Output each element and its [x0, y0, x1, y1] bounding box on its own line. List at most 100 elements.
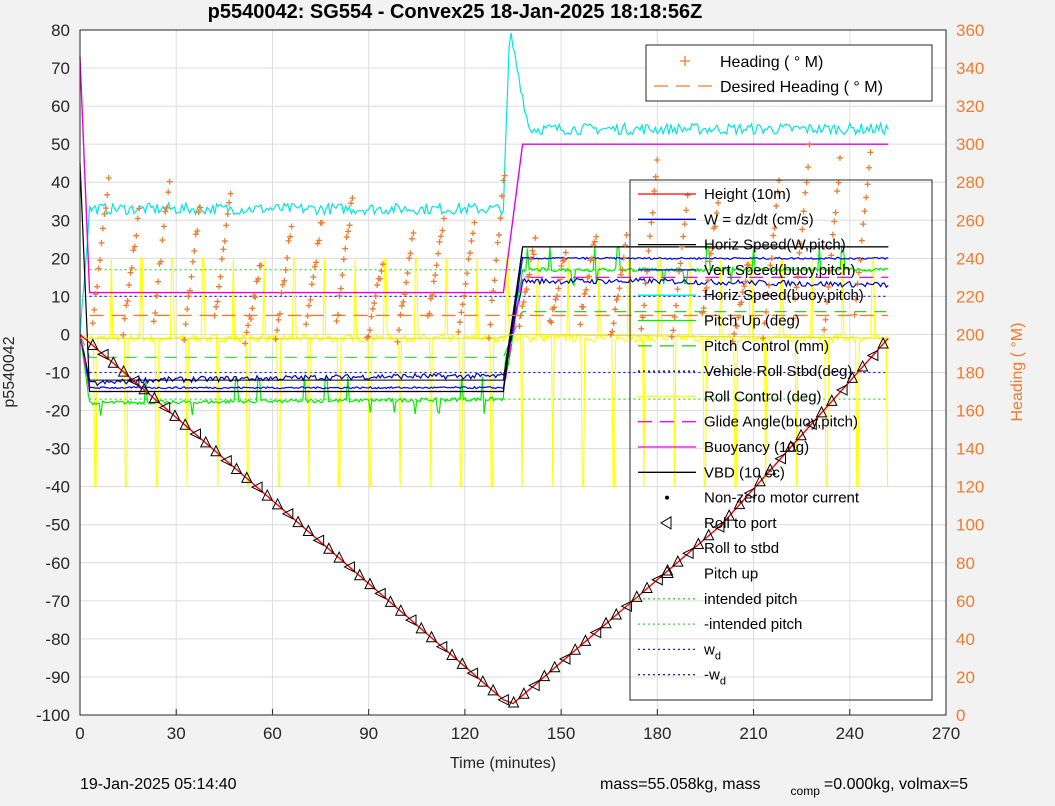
heading-marker	[245, 322, 252, 329]
roll-marker	[733, 497, 746, 510]
legend-label: Horiz Speed(buoy,pitch)	[704, 287, 864, 304]
heading-marker	[616, 285, 623, 292]
heading-marker	[770, 232, 777, 239]
heading-marker	[851, 311, 858, 318]
roll-marker	[610, 607, 623, 620]
heading-marker	[651, 188, 658, 195]
heading-marker	[249, 305, 256, 312]
heading-marker	[864, 181, 871, 188]
roll-marker	[435, 640, 448, 653]
roll-marker	[353, 568, 366, 581]
heading-marker	[379, 261, 386, 268]
series-vbd	[79, 163, 889, 393]
heading-marker	[152, 309, 159, 316]
heading-marker	[591, 238, 598, 245]
heading-marker	[729, 338, 736, 345]
roll-marker	[220, 454, 232, 467]
heading-marker	[403, 279, 410, 286]
roll-marker	[600, 616, 612, 629]
heading-marker	[805, 164, 812, 171]
roll-marker	[394, 604, 407, 616]
roll-marker	[466, 667, 479, 680]
heading-marker	[609, 328, 616, 335]
heading-marker	[165, 189, 172, 196]
heading-marker	[105, 175, 112, 182]
y-tick-label: -10	[45, 364, 70, 383]
series-pitch-control	[79, 311, 889, 358]
heading-marker	[485, 335, 492, 342]
heading-marker	[285, 237, 292, 244]
heading-marker	[552, 296, 559, 303]
heading-marker	[612, 306, 619, 313]
y-tick-label: 20	[51, 249, 70, 268]
heading-marker	[738, 299, 745, 306]
y-tick-label: 60	[51, 97, 70, 116]
roll-marker	[835, 384, 848, 396]
heading-marker	[825, 284, 832, 291]
series-horiz-speed-buoy	[79, 32, 889, 338]
heading-legend-box	[645, 44, 933, 102]
series-buoyancy	[79, 56, 889, 294]
roll-marker	[158, 401, 171, 414]
heading-marker	[562, 249, 569, 256]
heading-marker	[284, 255, 291, 262]
heading-marker	[247, 315, 254, 322]
heading-marker	[588, 255, 595, 262]
heading-legend: Heading ( ° M) Desired Heading ( ° M)	[645, 44, 933, 102]
heading-marker	[516, 323, 523, 330]
heading-marker	[398, 302, 405, 309]
footer-mass-sub: comp	[791, 784, 821, 798]
roll-marker	[754, 474, 766, 487]
heading-marker	[98, 239, 105, 246]
heading-marker	[645, 248, 652, 255]
roll-marker	[743, 487, 756, 499]
heading-marker	[282, 266, 289, 273]
heading-marker	[615, 293, 622, 300]
heading-marker	[127, 269, 134, 276]
heading-marker	[580, 303, 587, 310]
heading-marker	[220, 246, 227, 253]
legend-label: Pitch Control (mm)	[704, 338, 829, 355]
roll-marker	[87, 338, 99, 351]
heading-marker	[278, 290, 285, 297]
heading-marker	[638, 325, 645, 332]
heading-marker	[195, 209, 202, 216]
heading-marker	[500, 177, 507, 184]
heading-marker	[681, 221, 688, 228]
heading-marker	[318, 219, 325, 226]
roll-marker	[117, 364, 130, 377]
y-right-tick-label: 180	[956, 364, 984, 383]
heading-marker	[166, 178, 173, 185]
heading-marker	[670, 327, 677, 334]
heading-marker	[674, 286, 681, 293]
heading-marker	[187, 287, 194, 294]
heading-marker	[455, 328, 462, 335]
heading-marker	[745, 262, 752, 269]
heading-marker	[155, 278, 162, 285]
heading-marker	[713, 210, 720, 217]
x-tick-label: 150	[547, 724, 575, 743]
heading-marker	[124, 297, 131, 304]
roll-marker	[651, 573, 663, 586]
heading-marker	[97, 257, 104, 264]
roll-marker	[620, 600, 633, 612]
heading-marker	[498, 193, 505, 200]
heading-marker	[126, 282, 133, 288]
heading-marker	[519, 303, 526, 310]
heading-marker	[437, 233, 444, 240]
heading-marker	[303, 321, 310, 328]
heading-marker	[501, 172, 508, 179]
heading-marker	[774, 188, 781, 195]
heading-marker	[342, 245, 349, 252]
y-tick-label: 30	[51, 211, 70, 230]
heading-marker	[159, 237, 166, 244]
heading-marker	[610, 320, 617, 327]
heading-marker	[641, 302, 648, 309]
heading-marker	[194, 228, 201, 235]
heading-marker	[831, 218, 838, 225]
heading-marker	[95, 265, 102, 272]
heading-marker	[314, 240, 321, 247]
heading-marker	[799, 226, 806, 233]
x-tick-label: 30	[167, 724, 186, 743]
heading-marker	[130, 247, 137, 254]
